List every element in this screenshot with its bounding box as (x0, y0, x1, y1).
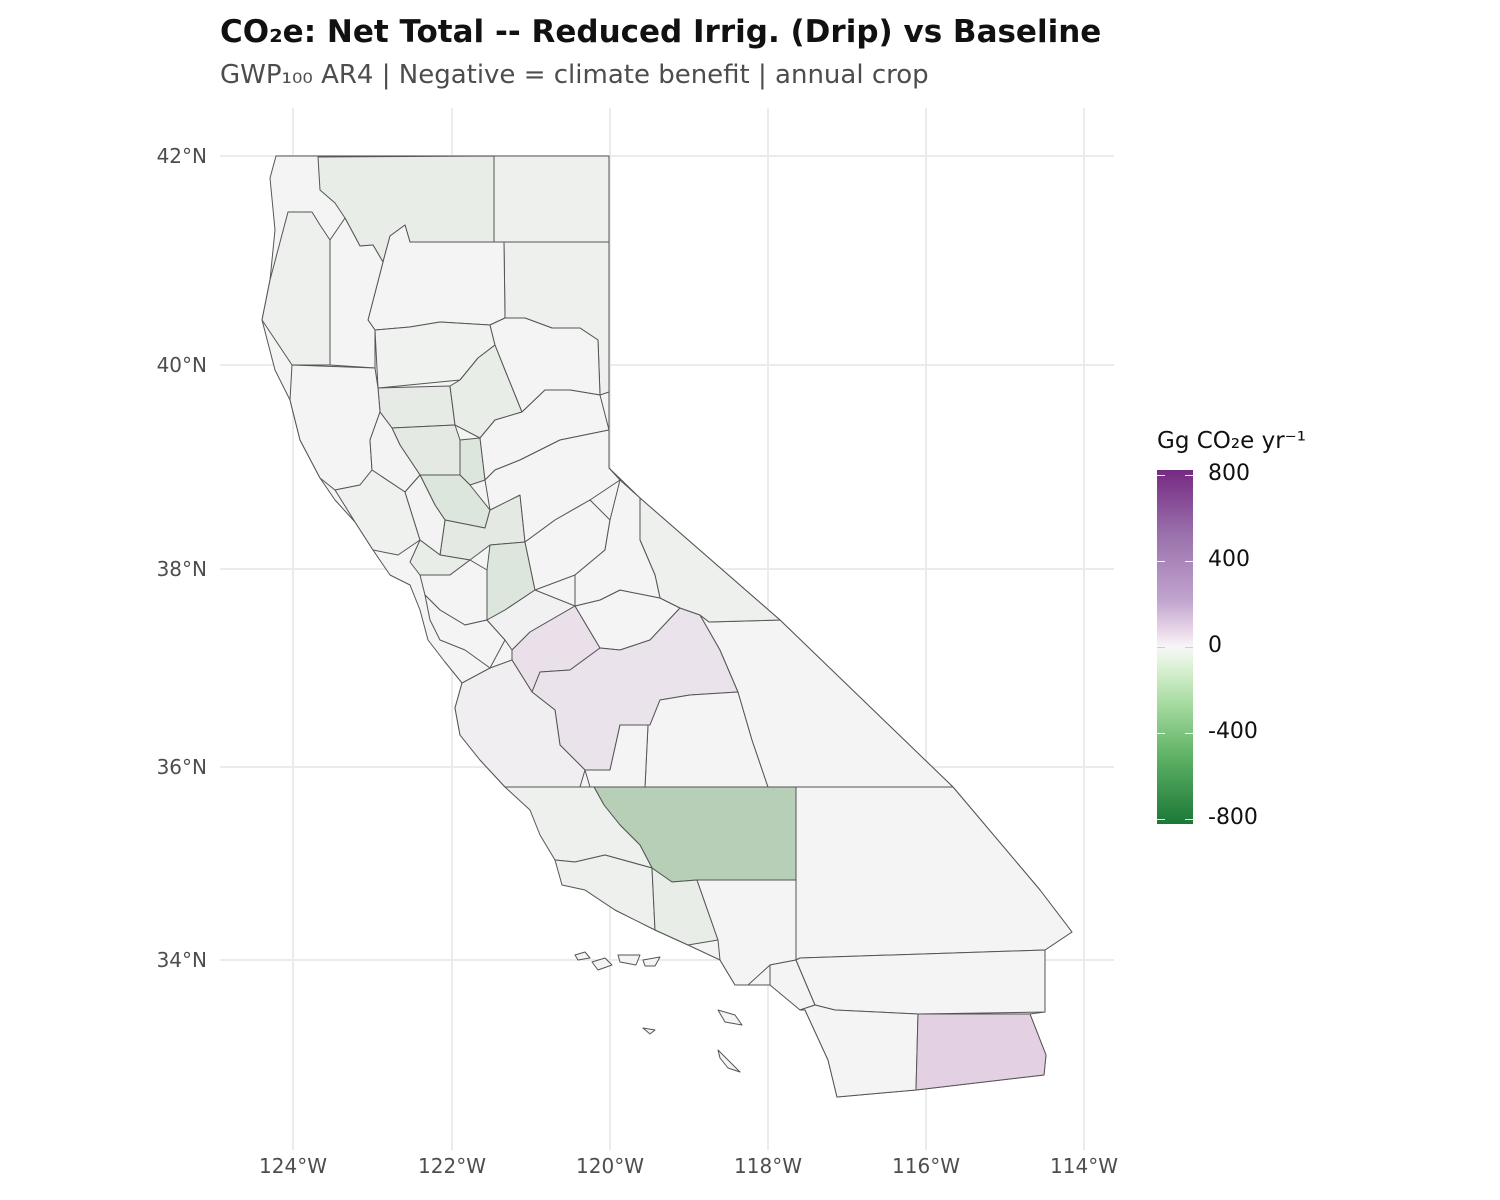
y-axis-labels: 42°N 40°N 38°N 36°N 34°N (157, 144, 207, 972)
legend-tick (1157, 733, 1165, 734)
island-5 (717, 1009, 743, 1026)
island-3 (617, 954, 641, 966)
county-trinity (329, 217, 384, 369)
island-7 (642, 1027, 656, 1035)
county-sutter (459, 437, 486, 486)
county-san-diego (799, 1004, 919, 1098)
y-tick-label: 40°N (157, 353, 207, 377)
legend-tick (1157, 475, 1165, 476)
island-6 (717, 1049, 741, 1073)
county-humboldt (261, 211, 331, 366)
island-2 (591, 957, 613, 971)
legend-tick (1157, 819, 1165, 820)
x-tick-label: 120°W (576, 1154, 644, 1178)
legend-tick (1185, 647, 1193, 648)
county-polygons (261, 155, 1073, 1098)
legend-tick (1157, 647, 1165, 648)
county-san-bernardino (795, 786, 1073, 961)
county-glenn (377, 385, 456, 429)
legend-tick (1185, 733, 1193, 734)
island-4 (642, 956, 661, 967)
x-tick-label: 122°W (418, 1154, 486, 1178)
county-riverside (795, 949, 1046, 1015)
y-tick-label: 36°N (157, 755, 207, 779)
legend-label-800: 800 (1208, 461, 1250, 486)
map-title: CO₂e: Net Total -- Reduced Irrig. (Drip)… (220, 14, 1102, 50)
county-imperial (915, 1013, 1047, 1091)
legend-title: Gg CO₂e yr⁻¹ (1157, 428, 1307, 454)
legend-tick (1185, 561, 1193, 562)
x-tick-label: 118°W (734, 1154, 802, 1178)
legend-label-neg800: -800 (1208, 805, 1258, 830)
legend-tick (1185, 475, 1193, 476)
county-modoc (493, 155, 610, 243)
island-1 (574, 951, 591, 961)
legend-label-400: 400 (1208, 547, 1250, 572)
y-tick-label: 34°N (157, 948, 207, 972)
legend-label-0: 0 (1208, 633, 1222, 658)
county-monterey (454, 659, 586, 788)
county-santa-clara (424, 594, 506, 669)
county-alpine-tuolumne (574, 479, 661, 607)
county-mendocino (289, 364, 381, 491)
map-subtitle: GWP₁₀₀ AR4 | Negative = climate benefit … (220, 60, 929, 90)
legend-label-neg400: -400 (1208, 719, 1258, 744)
x-tick-label: 114°W (1050, 1154, 1118, 1178)
county-santa-barbara (554, 854, 656, 931)
legend-tick (1185, 819, 1193, 820)
x-axis-labels: 124°W 122°W 120°W 118°W 116°W 114°W (259, 1154, 1118, 1178)
y-tick-label: 42°N (157, 144, 207, 168)
legend-tick (1157, 561, 1165, 562)
x-tick-label: 124°W (259, 1154, 327, 1178)
x-tick-label: 116°W (892, 1154, 960, 1178)
y-tick-label: 38°N (157, 557, 207, 581)
